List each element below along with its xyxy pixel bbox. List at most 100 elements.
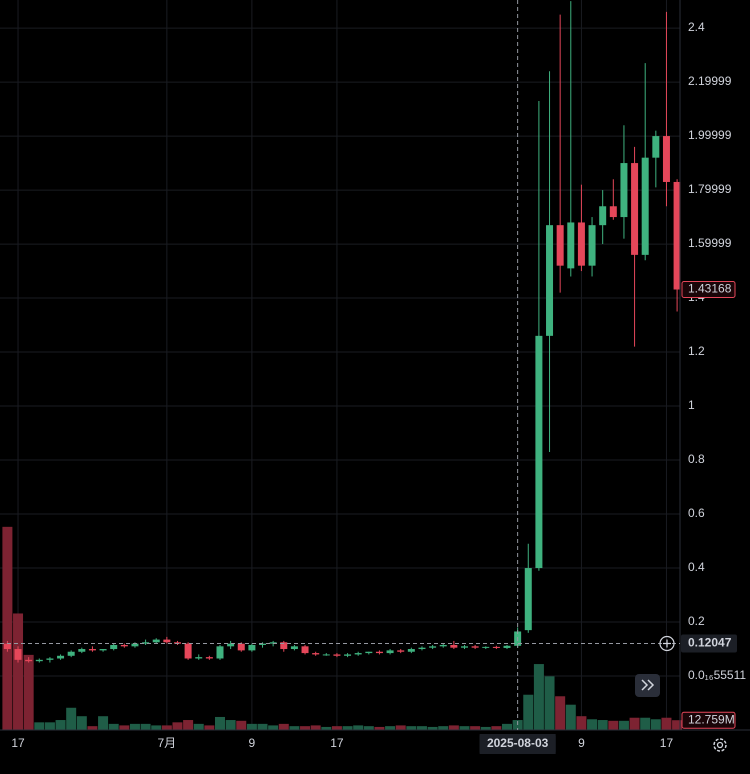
candle-body <box>142 642 150 644</box>
volume-bar <box>470 726 481 730</box>
x-tick-label: 7月 <box>158 736 177 750</box>
add-alert-button[interactable] <box>659 635 675 652</box>
candle-body <box>673 181 681 290</box>
scroll-icon <box>641 679 655 691</box>
add-alert-plus <box>663 639 671 648</box>
volume-bar <box>502 723 513 730</box>
volume-bar <box>108 723 119 730</box>
volume-bar <box>480 726 491 730</box>
candle-body <box>620 163 628 218</box>
candle-body <box>227 643 235 647</box>
candle-body <box>152 639 160 643</box>
volume-bar <box>438 726 449 730</box>
candle-body <box>450 644 458 648</box>
volume-bar <box>406 726 417 730</box>
volume-bars <box>2 526 683 730</box>
volume-bar <box>565 704 576 730</box>
candle-body <box>78 649 86 652</box>
grid <box>0 0 680 730</box>
x-tick-label: 17 <box>11 736 25 750</box>
candle-body <box>471 646 479 648</box>
volume-bar <box>512 720 523 730</box>
candle-body <box>259 643 267 645</box>
candle-body <box>439 644 447 647</box>
volume-bar <box>193 723 204 730</box>
overlay: 0.0₁₆555110.20.40.60.811.21.41.599991.79… <box>0 0 746 754</box>
volume-bar <box>629 717 640 730</box>
candle-body <box>588 225 596 266</box>
candle-body <box>492 646 500 648</box>
last-price-label: 1.43168 <box>688 282 732 296</box>
candle-body <box>67 651 75 656</box>
candle-body <box>482 646 490 648</box>
candle-body <box>248 644 256 651</box>
last-volume-box <box>681 711 736 729</box>
y-tick-label: 2.19999 <box>688 74 732 88</box>
candle-body <box>418 647 426 650</box>
volume-bar <box>672 720 683 730</box>
volume-bar <box>278 723 289 730</box>
candle-body <box>429 646 437 648</box>
volume-bar <box>236 720 247 730</box>
candle-body <box>652 136 660 158</box>
candle-body <box>57 655 65 659</box>
volume-bar <box>608 720 619 730</box>
volume-bar <box>204 725 215 730</box>
candle-body <box>173 642 181 644</box>
volume-bar <box>363 726 374 730</box>
volume-bar <box>491 726 502 730</box>
volume-bar <box>225 720 236 730</box>
add-alert-circle[interactable] <box>659 635 675 652</box>
volume-bar <box>427 726 438 730</box>
candle-body <box>237 643 245 651</box>
candle-body <box>546 225 554 336</box>
candle-body <box>88 649 96 651</box>
candle-body <box>631 163 639 255</box>
candle-body <box>344 654 352 656</box>
y-tick-label: 1.2 <box>688 344 705 358</box>
scroll-button[interactable] <box>635 674 660 697</box>
y-tick-label: 1.59999 <box>688 236 732 250</box>
x-tick-label: 17 <box>330 736 344 750</box>
candle-body <box>195 657 203 659</box>
candle-body <box>556 225 564 266</box>
candle-body <box>599 206 607 226</box>
volume-bar <box>44 722 55 730</box>
x-tick-label: 9 <box>249 736 256 750</box>
y-tick-label: 0.2 <box>688 614 705 628</box>
volume-bar <box>533 664 544 730</box>
volume-bar <box>172 722 183 730</box>
volume-bar <box>23 654 34 730</box>
volume-bar <box>183 720 194 730</box>
y-tick-label: 0.8 <box>688 452 705 466</box>
candle-body <box>46 658 54 660</box>
candle-body <box>609 206 617 218</box>
crosshair-date-cover <box>479 734 556 754</box>
candle-body <box>14 649 22 660</box>
volume-bar <box>587 719 598 730</box>
gear-icon <box>713 738 727 752</box>
volume-bar <box>34 722 45 730</box>
y-tick-label: 0.0₁₆55511 <box>688 668 746 682</box>
x-tick-label: 17 <box>660 736 674 750</box>
candle-body <box>535 335 543 569</box>
crosshair-date-label: 2025-08-03 <box>487 736 549 750</box>
volume-bar <box>321 726 332 730</box>
candles <box>3 1 681 663</box>
y-tick-label: 0.4 <box>688 560 705 574</box>
x-tick-label: 9 <box>578 736 585 750</box>
candle-body <box>269 642 277 644</box>
settings-button[interactable] <box>713 738 727 752</box>
candle-body <box>110 644 118 650</box>
volume-bar <box>416 726 427 730</box>
volume-bar <box>342 726 353 730</box>
candle-body <box>333 654 341 656</box>
candle-body <box>99 649 107 651</box>
volume-bar <box>246 723 257 730</box>
volume-bar <box>640 717 651 730</box>
candle-body <box>662 136 670 182</box>
candle-body <box>163 639 171 643</box>
y-tick-label: 2.4 <box>688 20 705 34</box>
volume-bar <box>385 726 396 730</box>
